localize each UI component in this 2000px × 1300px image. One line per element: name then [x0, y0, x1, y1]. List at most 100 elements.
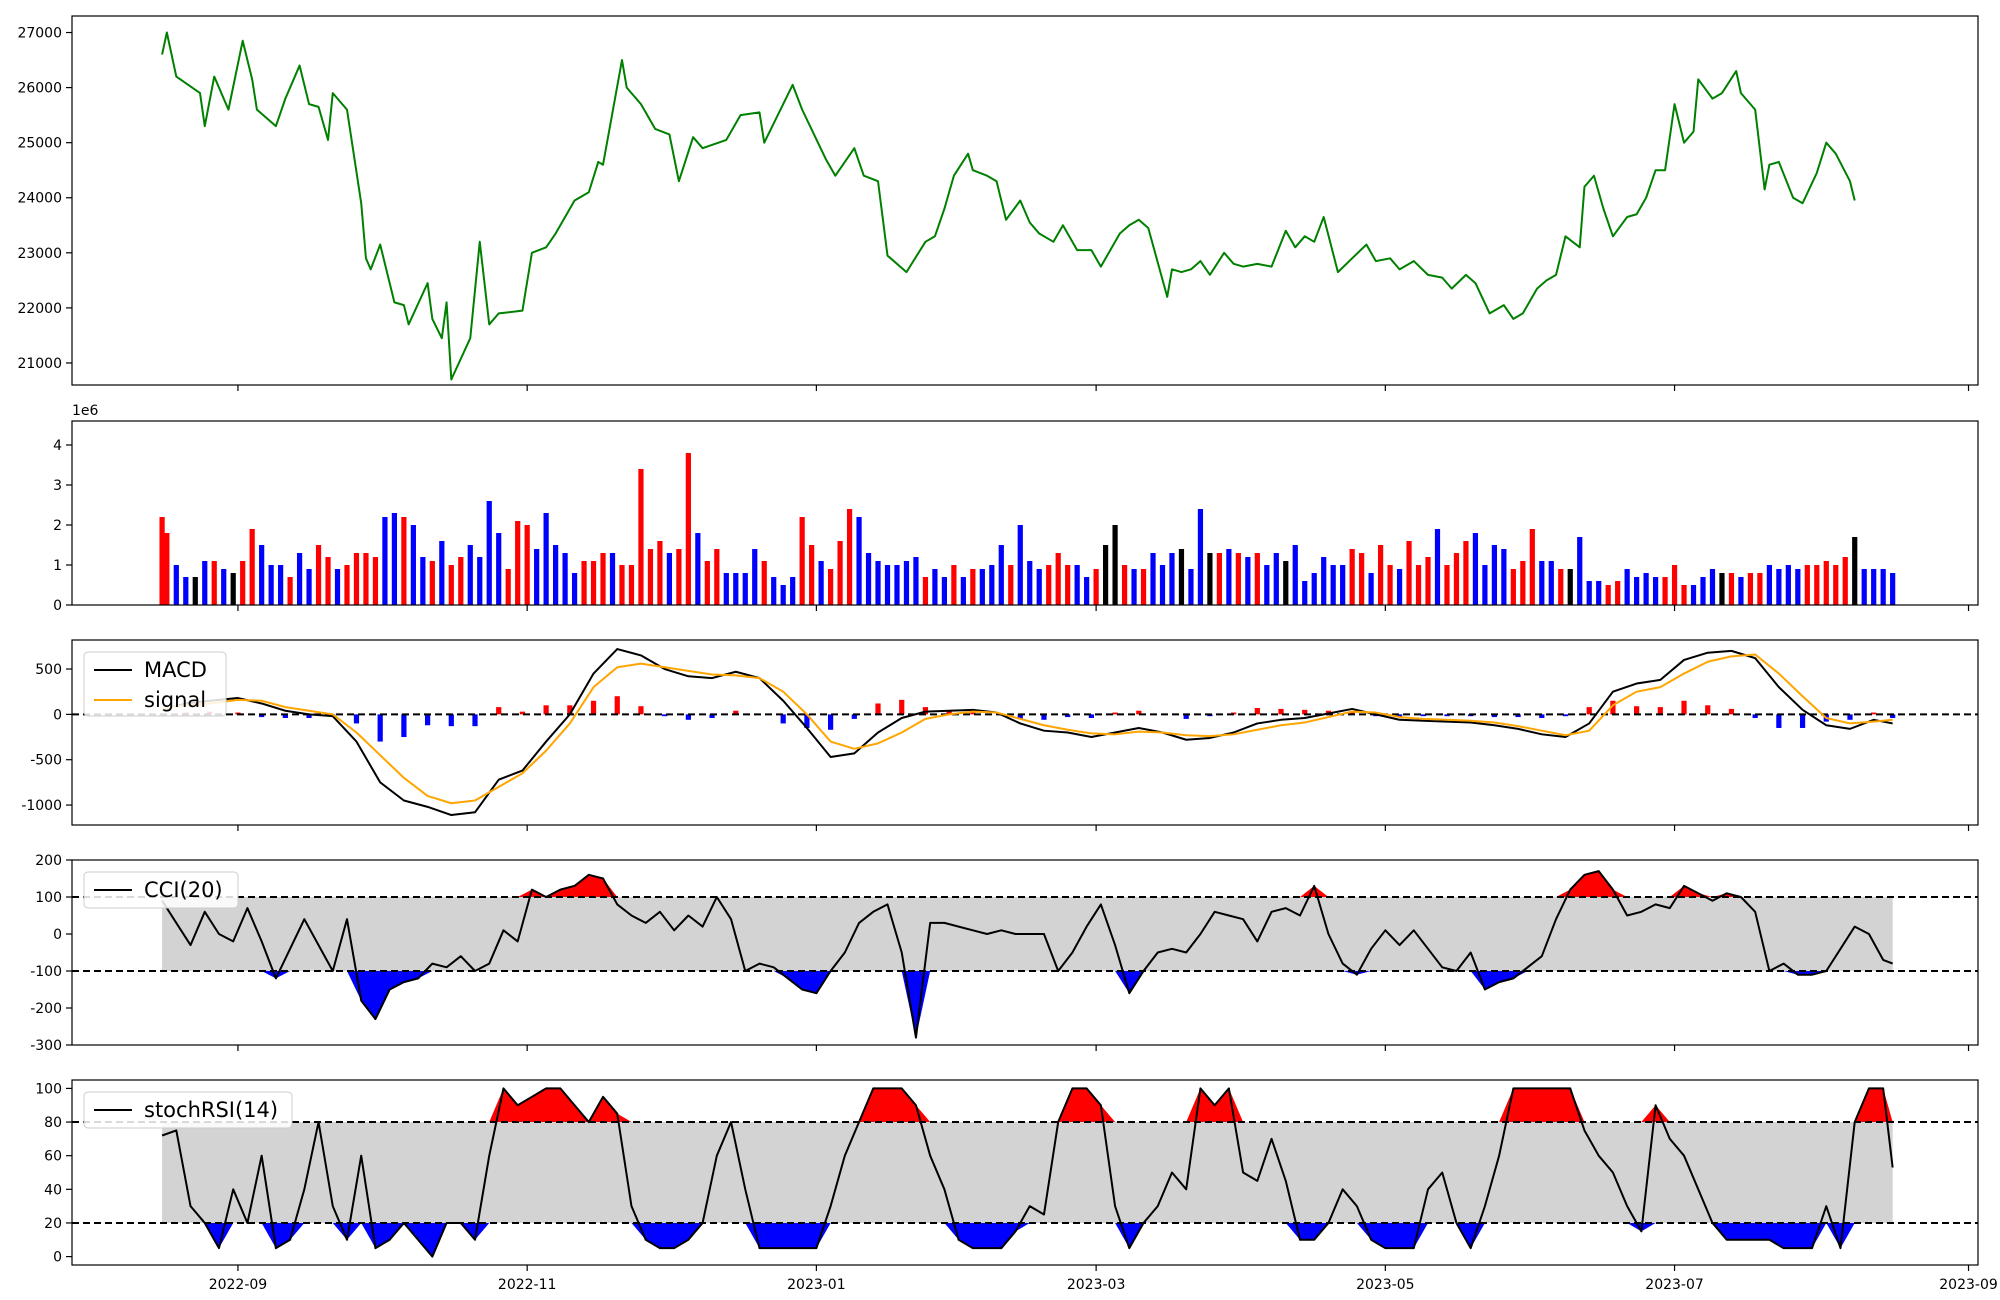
series-line-0	[161, 648, 1893, 817]
series-line-0	[161, 1087, 1894, 1258]
volume-bar	[249, 529, 255, 605]
series-line-1	[161, 653, 1893, 805]
panel-1: 21000 22000 23000 24000 25000 26000 27000	[17, 15, 1979, 391]
macd-histogram-bar	[567, 705, 573, 715]
volume-bar	[1349, 549, 1355, 605]
macd-histogram-bar	[353, 714, 360, 724]
volume-bar	[913, 557, 919, 605]
macd-histogram-bar	[780, 714, 786, 724]
volume-bar	[1615, 581, 1621, 605]
y-tick-label: 0	[53, 707, 62, 723]
macd-histogram-bar	[1681, 700, 1687, 715]
y-tick-label: 23000	[17, 246, 62, 262]
volume-bar	[448, 565, 454, 605]
volume-bar	[647, 549, 654, 605]
band-fill	[162, 1122, 1893, 1223]
macd-histogram-bar	[1017, 714, 1023, 719]
volume-bar	[259, 545, 265, 605]
y-tick-label: 100	[35, 890, 62, 906]
panel-2: 0 1 2 3 4 1e6	[53, 403, 1979, 614]
macd-histogram-bar	[519, 711, 526, 715]
panel-frame	[71, 859, 1979, 1046]
volume-bar	[714, 549, 720, 605]
volume-bar	[1425, 557, 1431, 605]
volume-bar	[1169, 553, 1175, 605]
macd-histogram-bar	[1847, 714, 1853, 720]
macd-histogram-bar	[1183, 714, 1189, 719]
plot-area	[161, 31, 1856, 381]
panel-frame	[71, 1079, 1979, 1266]
volume-bar	[1387, 565, 1393, 605]
y-tick-label: -200	[30, 1001, 62, 1017]
panel-5: 0 20 40 60 80 100 stochRSI(14)	[35, 1079, 1979, 1271]
volume-bar	[334, 569, 341, 605]
volume-bar	[1738, 577, 1744, 605]
volume-bar	[562, 553, 568, 605]
volume-bar	[922, 577, 929, 605]
macd-histogram-bar	[424, 714, 431, 726]
volume-bar	[1273, 553, 1279, 605]
volume-bar	[315, 545, 322, 605]
volume-bar	[1131, 569, 1137, 605]
volume-bar	[1539, 561, 1545, 605]
x-tick-label: 2022-11	[498, 1277, 557, 1293]
panel-3: -1000 -500 0 500 MACD signal	[21, 639, 1979, 831]
volume-bar	[761, 561, 767, 605]
volume-bar	[1463, 541, 1469, 605]
volume-bar	[1216, 553, 1223, 605]
volume-bar	[979, 569, 985, 605]
volume-bar	[1188, 569, 1194, 605]
macd-histogram-bar	[851, 714, 857, 719]
macd-histogram-bar	[1799, 714, 1806, 728]
volume-bar	[353, 553, 360, 605]
y-tick-label: 27000	[17, 26, 62, 42]
y-tick-label: 60	[44, 1149, 62, 1165]
legend-label: CCI(20)	[144, 878, 223, 902]
volume-bar	[1766, 565, 1772, 605]
macd-histogram-bar	[1752, 714, 1758, 718]
volume-bar	[1652, 577, 1659, 605]
macd-histogram-bar	[804, 714, 810, 728]
volume-bar	[1861, 569, 1867, 605]
macd-histogram-bar	[448, 714, 454, 727]
macd-histogram-bar	[1041, 714, 1047, 720]
volume-bar	[894, 565, 900, 605]
panel-frame	[71, 15, 1979, 386]
volume-bar	[1719, 573, 1725, 605]
volume-bar	[1596, 581, 1602, 605]
y-tick-label: 40	[44, 1182, 62, 1198]
volume-bar	[998, 545, 1004, 605]
legend-box	[83, 871, 239, 909]
volume-bar	[723, 573, 729, 605]
panel-frame	[71, 420, 1979, 606]
volume-bar	[363, 553, 369, 605]
y-tick-label: 2	[53, 518, 62, 534]
volume-bar	[1235, 553, 1241, 605]
y-tick-label: 25000	[17, 136, 62, 152]
panel-4: -300 -200 -100 0 100 200 CCI(20)	[30, 853, 1979, 1054]
volume-bar	[202, 561, 208, 605]
volume-bar	[1605, 585, 1611, 605]
macd-histogram-bar	[662, 714, 668, 717]
volume-bar	[1065, 565, 1071, 605]
volume-bar	[771, 577, 777, 605]
macd-histogram-bar	[970, 712, 976, 715]
volume-bar	[809, 545, 815, 605]
volume-bar	[600, 553, 606, 605]
volume-bar	[1510, 569, 1516, 605]
macd-histogram-bar	[685, 714, 691, 720]
volume-bar	[1671, 565, 1678, 605]
plot-area	[72, 648, 1978, 817]
legend-box	[83, 1091, 293, 1129]
macd-histogram-bar	[1396, 714, 1403, 718]
macd-histogram-bar	[1065, 714, 1071, 718]
volume-bar	[1700, 577, 1706, 605]
volume-bar	[1643, 573, 1649, 605]
volume-bar	[344, 565, 350, 605]
volume-bar	[1520, 561, 1526, 605]
macd-histogram-bar	[1302, 709, 1308, 715]
volume-bar	[1548, 561, 1554, 605]
volume-bar	[1890, 573, 1896, 605]
volume-bar	[1776, 569, 1782, 605]
